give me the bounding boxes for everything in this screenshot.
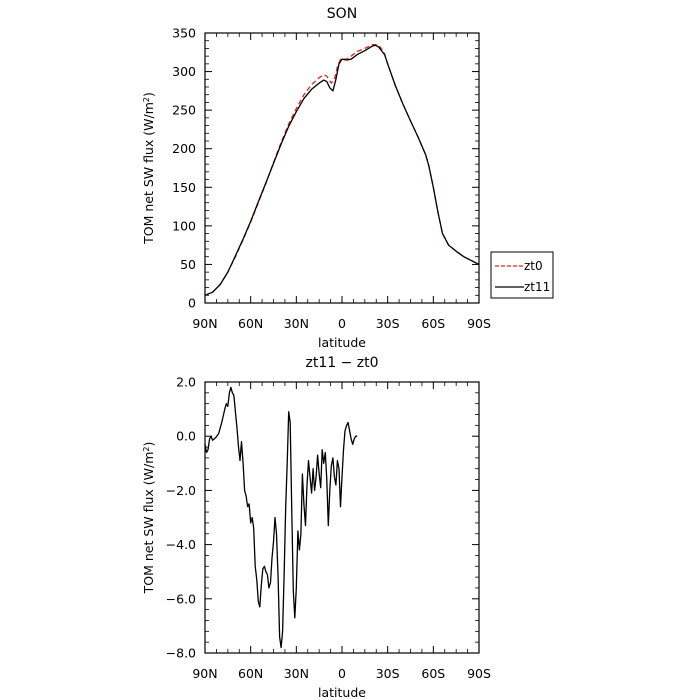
chart-title: zt11 − zt0 bbox=[305, 355, 378, 371]
x-tick-label: 60S bbox=[421, 316, 445, 331]
x-tick-label: 60N bbox=[238, 666, 263, 681]
chart-title: SON bbox=[327, 6, 357, 22]
y-tick-label: 350 bbox=[172, 26, 196, 41]
y-tick-label: −8.0 bbox=[166, 646, 196, 661]
legend: zt0 zt11 bbox=[490, 251, 554, 299]
y-tick-label: 300 bbox=[172, 64, 196, 79]
plot-frame bbox=[204, 32, 480, 304]
series-line-diff-0 bbox=[204, 386, 358, 649]
y-tick-label: 150 bbox=[172, 180, 196, 195]
x-tick-label: 30N bbox=[284, 316, 309, 331]
panel-difference: −8.0 −6.0 −4.0 −2.0 0.0 2.0 90N 60N 30N 0 30S 60S 90… bbox=[141, 355, 491, 700]
y-tick-label: −4.0 bbox=[166, 537, 196, 552]
series-line-zt0 bbox=[204, 43, 480, 296]
panel-son-flux: 0 50 100 150 200 250 300 350 90N 60N 30N 0 30S 60S 90S… bbox=[141, 6, 491, 350]
plot-frame bbox=[204, 381, 480, 654]
legend-box bbox=[490, 251, 554, 299]
legend-label-zt0: zt0 bbox=[524, 259, 543, 273]
x-tick-label: 0 bbox=[338, 666, 346, 681]
x-axis-label: latitude bbox=[318, 335, 366, 350]
x-tick-label: 90N bbox=[192, 666, 217, 681]
y-tick-label: 0.0 bbox=[176, 429, 196, 444]
y-tick-label: −2.0 bbox=[166, 483, 196, 498]
x-tick-label: 30S bbox=[376, 316, 400, 331]
x-tick-label: 30N bbox=[284, 666, 309, 681]
series-line-zt11 bbox=[204, 44, 480, 296]
x-tick-label: 60S bbox=[421, 666, 445, 681]
x-tick-label: 0 bbox=[338, 316, 346, 331]
y-tick-label: −6.0 bbox=[166, 591, 196, 606]
y-tick-label: 50 bbox=[180, 257, 196, 272]
legend-label-zt11: zt11 bbox=[524, 280, 550, 294]
y-tick-label: 0 bbox=[188, 296, 196, 311]
y-tick-label: 100 bbox=[172, 218, 196, 233]
y-axis-label: TOM net SW flux (W/m2) bbox=[141, 442, 156, 595]
y-tick-label: 250 bbox=[172, 103, 196, 118]
x-tick-label: 90N bbox=[192, 316, 217, 331]
x-tick-label: 60N bbox=[238, 316, 263, 331]
y-tick-label: 200 bbox=[172, 141, 196, 156]
x-tick-label: 90S bbox=[467, 666, 491, 681]
x-tick-label: 30S bbox=[376, 666, 400, 681]
x-tick-label: 90S bbox=[467, 316, 491, 331]
x-axis-label: latitude bbox=[318, 685, 366, 700]
y-tick-label: 2.0 bbox=[176, 375, 196, 390]
y-axis-label: TOM net SW flux (W/m2) bbox=[141, 92, 156, 245]
